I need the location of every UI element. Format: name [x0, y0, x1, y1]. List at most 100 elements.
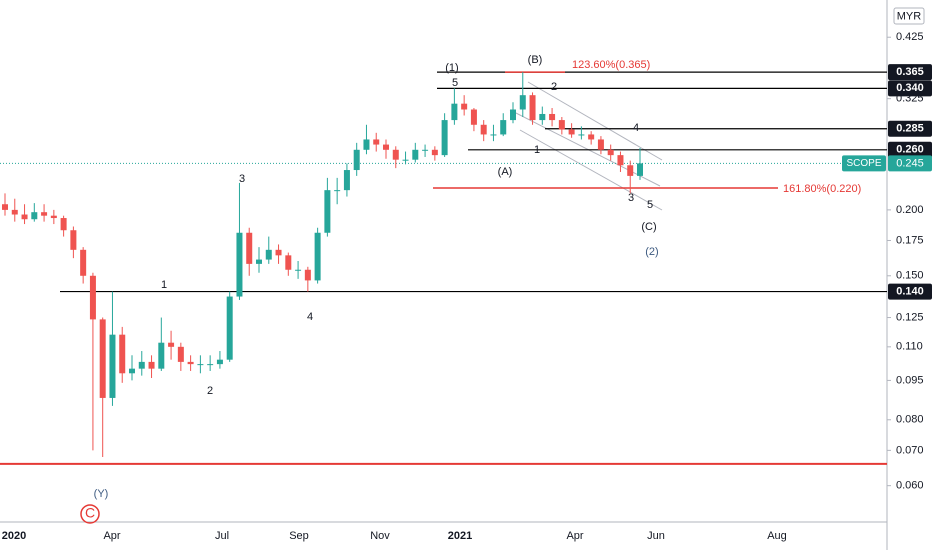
wave-label: (1): [445, 62, 458, 74]
wave-label: (2): [645, 246, 658, 258]
x-tick-label: Nov: [370, 530, 390, 542]
x-tick-label: Sep: [289, 530, 309, 542]
candle-body: [363, 139, 370, 150]
candle-body: [470, 109, 477, 125]
candle-body: [256, 259, 262, 264]
candle-body: [627, 165, 634, 176]
candle-body: [500, 120, 507, 135]
candle-body: [275, 249, 282, 256]
candle-body: [607, 149, 614, 156]
candle-body: [99, 319, 106, 398]
wave-label: 3: [628, 192, 634, 204]
candle-body: [412, 149, 419, 160]
last-price-label: 0.245: [896, 157, 924, 169]
level-label: 0.365: [896, 66, 924, 78]
y-tick-label: 0.200: [896, 204, 924, 216]
y-tick-label: 0.150: [896, 270, 924, 282]
y-tick-label: 0.070: [896, 444, 924, 456]
candle-body: [451, 103, 458, 121]
candle-body: [41, 212, 48, 216]
x-tick-label: Jun: [647, 530, 665, 542]
y-tick-label: 0.175: [896, 234, 924, 246]
currency: MYR: [897, 10, 922, 22]
candle-body: [392, 149, 399, 160]
candle-body: [597, 139, 604, 150]
wave-label: 4: [633, 122, 639, 134]
candle-body: [168, 342, 175, 347]
candle-body: [353, 149, 360, 171]
x-tick-label: Apr: [103, 530, 120, 542]
level-label: 0.140: [896, 285, 924, 297]
level-label: 0.340: [896, 82, 924, 94]
fib-label: 161.80%(0.220): [783, 183, 861, 195]
currency-box: [893, 7, 925, 25]
level-box: [888, 64, 932, 81]
wave-label: (B): [528, 54, 543, 66]
candle-body: [558, 120, 565, 130]
candle-body: [529, 95, 536, 121]
symbol-box: [842, 155, 886, 172]
candle-body: [11, 209, 18, 215]
wave-label: 5: [452, 77, 458, 89]
channel-line: [509, 109, 661, 187]
wave-label: 4: [307, 311, 313, 323]
candle-body: [637, 163, 643, 176]
candle-body: [314, 232, 321, 281]
candle-body: [549, 113, 556, 121]
candle-body: [177, 346, 184, 362]
wave-label: 2: [551, 81, 557, 93]
candle-body: [129, 368, 135, 374]
x-tick-label: Apr: [566, 530, 583, 542]
candle-body: [187, 361, 194, 365]
y-tick-label: 0.080: [896, 414, 924, 426]
wave-label: (Y): [94, 488, 109, 500]
candle-body: [568, 129, 575, 135]
candle-body: [265, 249, 272, 260]
candle-body: [383, 144, 389, 150]
wave-label: 5: [647, 199, 653, 211]
candle-body: [89, 275, 96, 320]
candle-body: [158, 342, 165, 369]
candle-body: [236, 232, 243, 297]
level-label: 0.260: [896, 144, 924, 156]
candle-body: [461, 103, 468, 110]
candle-body: [246, 232, 253, 264]
candle-body: [510, 109, 516, 121]
candle-body: [324, 190, 331, 233]
candle-body: [431, 149, 438, 156]
candle-body: [60, 218, 67, 231]
x-tick-label: 2021: [448, 530, 472, 542]
candle-body: [226, 296, 233, 360]
candle-body: [588, 134, 595, 140]
symbol-label: SCOPE: [846, 158, 881, 169]
x-tick-label: 2020: [2, 530, 26, 542]
candle-body: [295, 269, 302, 271]
candle-body: [148, 361, 155, 369]
wave-label: 3: [239, 173, 245, 185]
candle-body: [50, 215, 57, 219]
candle-body: [422, 149, 429, 151]
x-tick-label: Aug: [767, 530, 787, 542]
y-tick-label: 0.125: [896, 311, 924, 323]
fib-label: 123.60%(0.365): [572, 59, 650, 71]
candle-body: [343, 170, 350, 191]
candle-body: [441, 120, 448, 156]
level-label: 0.285: [896, 123, 924, 135]
candle-body: [373, 139, 380, 145]
candle-body: [539, 113, 546, 121]
candle-body: [109, 334, 116, 398]
level-box: [888, 141, 932, 158]
x-tick-label: Jul: [215, 530, 229, 542]
candle-body: [402, 159, 409, 161]
candle-body: [80, 249, 87, 276]
y-tick-label: 0.110: [896, 341, 923, 353]
wave-label: 2: [207, 385, 213, 397]
channel-line: [519, 129, 663, 211]
candle-body: [70, 230, 77, 250]
y-tick-label: 0.060: [896, 480, 924, 492]
candle-body: [2, 204, 8, 210]
candle-body: [138, 361, 145, 369]
wave-label: C: [85, 505, 95, 521]
candle-body: [285, 255, 292, 270]
